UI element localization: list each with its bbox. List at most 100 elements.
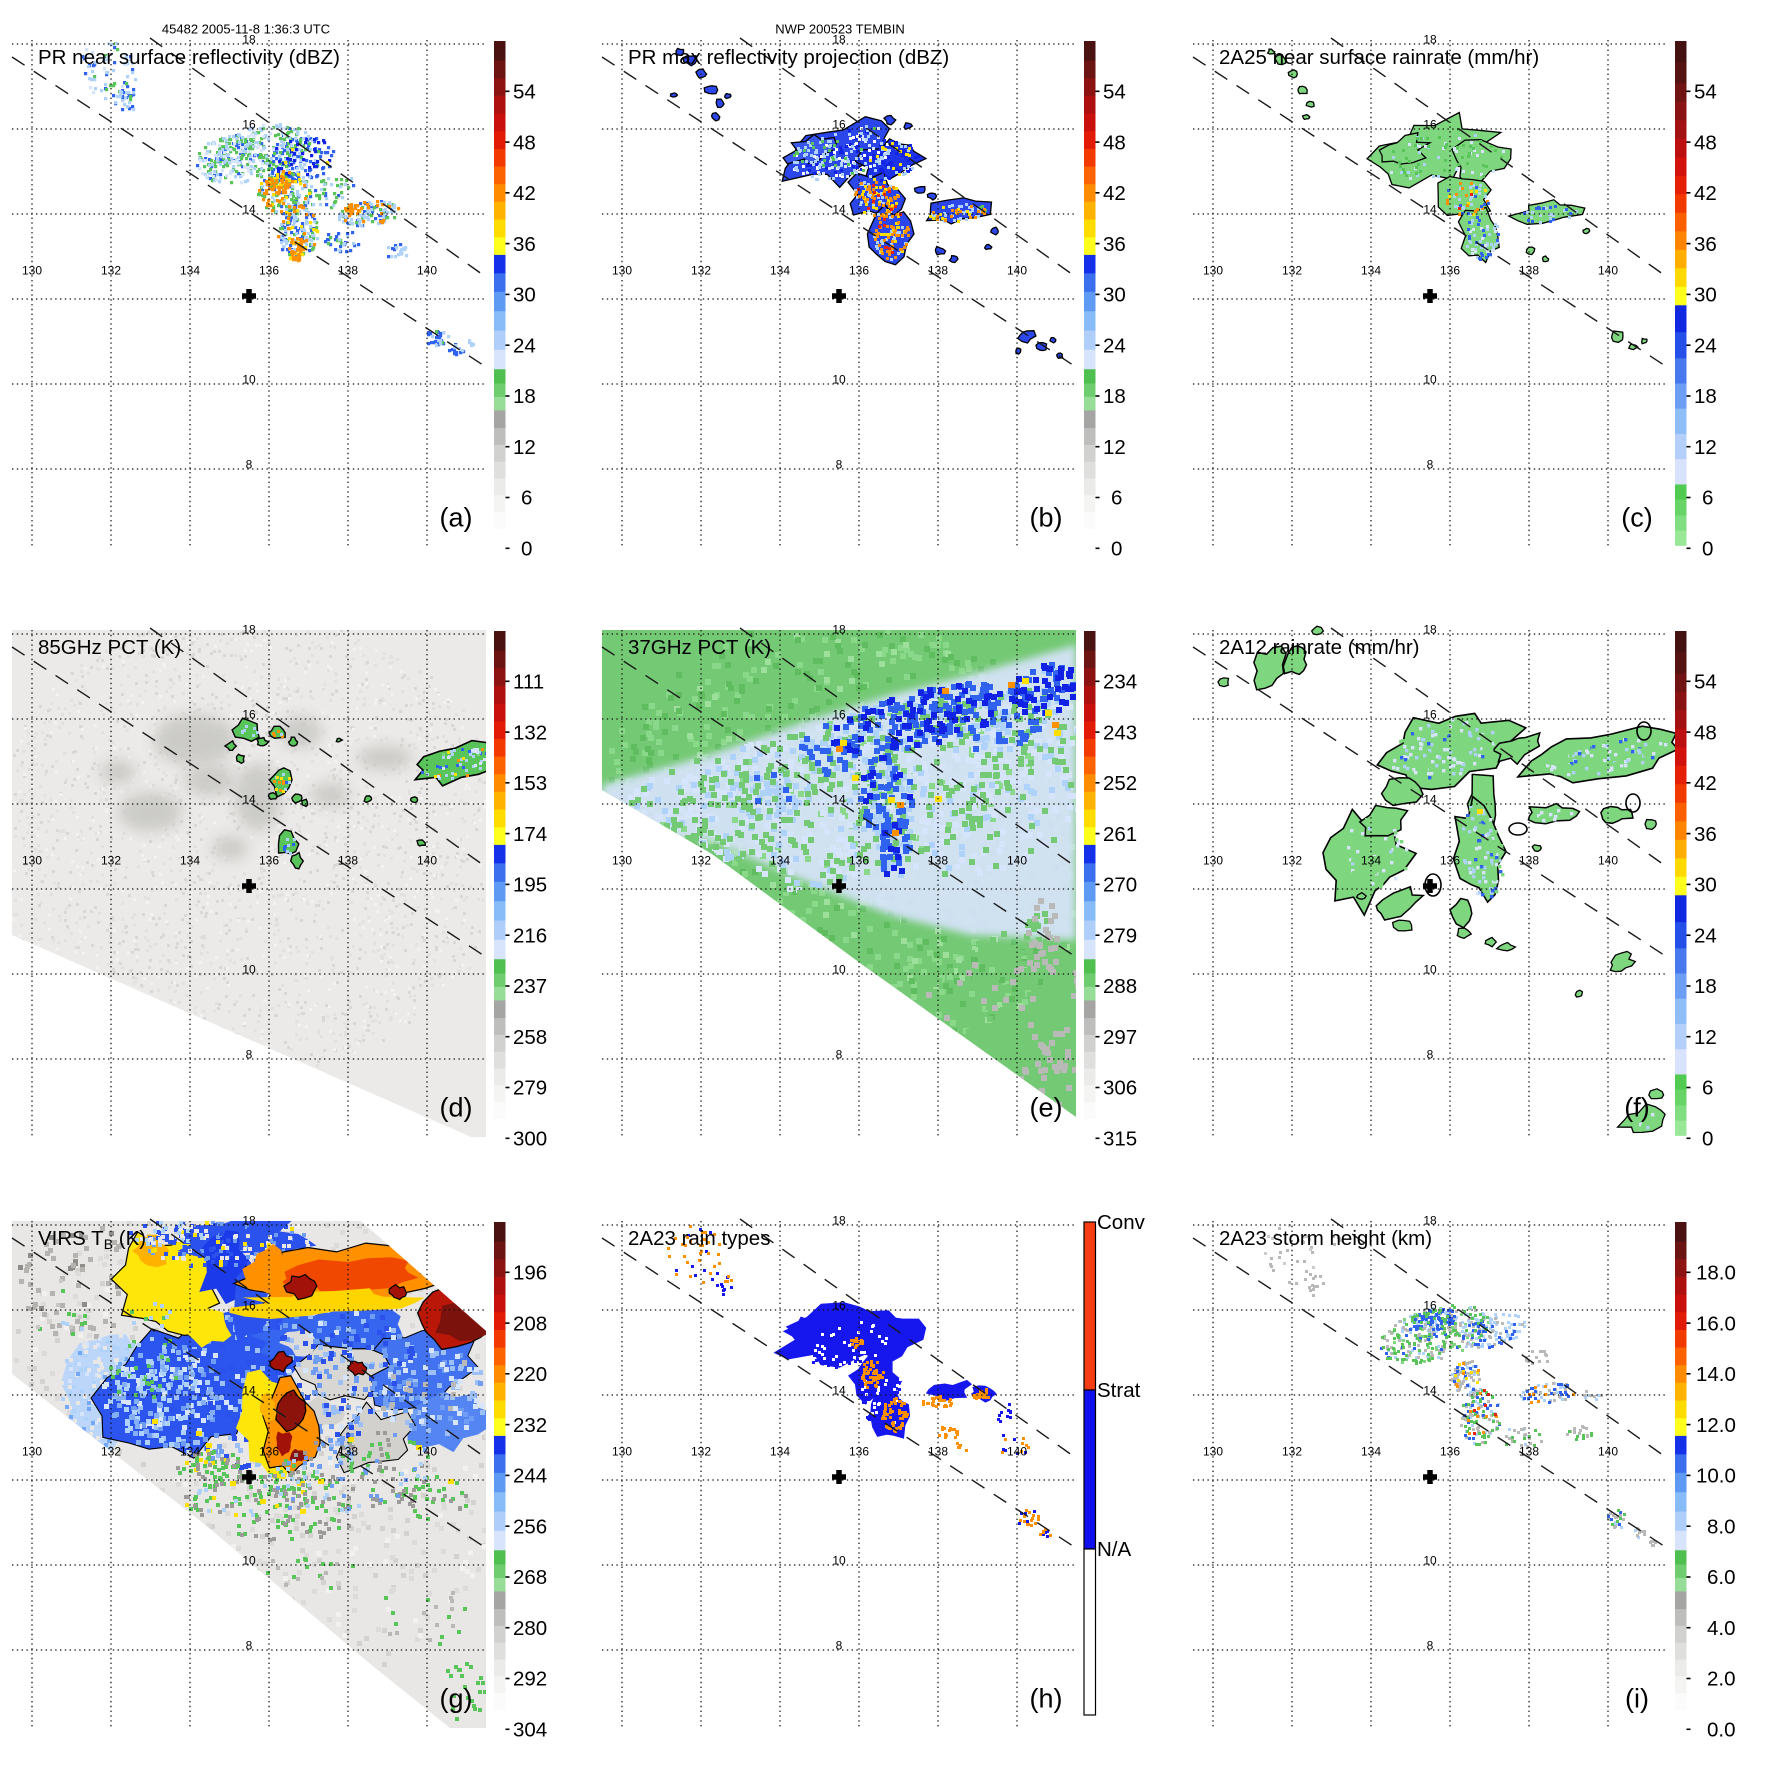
svg-text:0: 0 (1702, 538, 1713, 561)
svg-text:138: 138 (1519, 1444, 1539, 1458)
svg-text:8: 8 (836, 1048, 843, 1062)
svg-text:(i): (i) (1625, 1684, 1649, 1714)
svg-text:8: 8 (836, 458, 843, 472)
svg-text:48: 48 (513, 131, 536, 154)
svg-text:138: 138 (928, 853, 948, 867)
svg-text:140: 140 (1598, 853, 1618, 867)
svg-text:8: 8 (1427, 1639, 1434, 1653)
svg-text:48: 48 (1694, 131, 1717, 154)
svg-text:48: 48 (1694, 721, 1717, 744)
svg-text:243: 243 (1103, 721, 1137, 744)
svg-text:2A23 rain types: 2A23 rain types (628, 1227, 770, 1250)
svg-text:2A23 storm height (km): 2A23 storm height (km) (1219, 1227, 1432, 1250)
svg-text:(c): (c) (1621, 503, 1652, 533)
svg-text:134: 134 (770, 853, 790, 867)
svg-text:(e): (e) (1030, 1093, 1063, 1123)
svg-text:2A25 near surface rainrate (mm: 2A25 near surface rainrate (mm/hr) (1219, 46, 1539, 69)
svg-text:6.0: 6.0 (1707, 1566, 1736, 1589)
svg-text:132: 132 (101, 853, 121, 867)
svg-text:261: 261 (1103, 823, 1137, 846)
svg-text:134: 134 (770, 1444, 790, 1458)
svg-text:130: 130 (22, 263, 42, 277)
svg-text:2A12 rainrate (mm/hr): 2A12 rainrate (mm/hr) (1219, 636, 1420, 659)
svg-text:24: 24 (1694, 334, 1717, 357)
svg-text:16: 16 (242, 708, 256, 722)
svg-text:12: 12 (513, 436, 536, 459)
svg-text:Strat: Strat (1097, 1379, 1141, 1402)
svg-text:24: 24 (513, 334, 536, 357)
svg-text:280: 280 (513, 1617, 547, 1640)
svg-text:138: 138 (1519, 853, 1539, 867)
svg-text:0.0: 0.0 (1707, 1719, 1736, 1742)
svg-text:14: 14 (832, 203, 846, 217)
svg-text:132: 132 (1282, 263, 1302, 277)
svg-text:16: 16 (1423, 118, 1437, 132)
svg-text:10.0: 10.0 (1696, 1465, 1736, 1488)
svg-text:10: 10 (242, 1554, 256, 1568)
svg-text:132: 132 (101, 1444, 121, 1458)
svg-text:PR near surface reflectivity (: PR near surface reflectivity (dBZ) (38, 46, 340, 69)
svg-text:16: 16 (242, 118, 256, 132)
svg-text:NWP 200523 TEMBIN: NWP 200523 TEMBIN (775, 22, 905, 37)
svg-text:132: 132 (513, 721, 547, 744)
svg-text:(g): (g) (440, 1684, 473, 1714)
svg-text:136: 136 (259, 263, 279, 277)
svg-text:174: 174 (513, 823, 547, 846)
svg-text:18: 18 (513, 385, 536, 408)
svg-text:14: 14 (242, 793, 256, 807)
svg-text:132: 132 (1282, 853, 1302, 867)
svg-text:195: 195 (513, 874, 547, 897)
svg-text:8: 8 (1427, 1048, 1434, 1062)
svg-text:24: 24 (1103, 334, 1126, 357)
svg-text:136: 136 (849, 1444, 869, 1458)
svg-text:42: 42 (1694, 772, 1717, 795)
svg-text:(b): (b) (1030, 503, 1063, 533)
svg-text:18: 18 (832, 33, 846, 47)
svg-text:279: 279 (513, 1077, 547, 1100)
svg-text:256: 256 (513, 1515, 547, 1538)
svg-text:36: 36 (513, 233, 536, 256)
svg-text:220: 220 (513, 1363, 547, 1386)
svg-text:14: 14 (832, 793, 846, 807)
svg-text:130: 130 (1203, 263, 1223, 277)
svg-text:42: 42 (1103, 182, 1126, 205)
svg-text:132: 132 (691, 853, 711, 867)
svg-text:134: 134 (180, 1444, 200, 1458)
svg-text:6: 6 (1702, 1077, 1713, 1100)
svg-text:130: 130 (1203, 853, 1223, 867)
svg-text:138: 138 (928, 263, 948, 277)
svg-text:14: 14 (242, 203, 256, 217)
svg-text:10: 10 (832, 1554, 846, 1568)
svg-text:37GHz PCT (K): 37GHz PCT (K) (628, 636, 771, 659)
svg-text:288: 288 (1103, 975, 1137, 998)
svg-text:PR max reflectivity projection: PR max reflectivity projection (dBZ) (628, 46, 949, 69)
svg-text:18.0: 18.0 (1696, 1262, 1736, 1285)
svg-text:10: 10 (1423, 1554, 1437, 1568)
svg-text:138: 138 (338, 1444, 358, 1458)
svg-text:30: 30 (1103, 284, 1126, 307)
svg-text:136: 136 (1440, 263, 1460, 277)
svg-text:132: 132 (1282, 1444, 1302, 1458)
svg-text:16: 16 (832, 708, 846, 722)
svg-text:10: 10 (832, 963, 846, 977)
svg-text:2.0: 2.0 (1707, 1668, 1736, 1691)
svg-text:130: 130 (22, 1444, 42, 1458)
svg-text:138: 138 (1519, 263, 1539, 277)
svg-text:258: 258 (513, 1026, 547, 1049)
svg-text:232: 232 (513, 1414, 547, 1437)
svg-text:315: 315 (1103, 1128, 1137, 1151)
svg-text:12: 12 (1694, 436, 1717, 459)
svg-text:134: 134 (1361, 263, 1381, 277)
svg-text:134: 134 (1361, 853, 1381, 867)
svg-text:48: 48 (1103, 131, 1126, 154)
svg-text:134: 134 (180, 263, 200, 277)
svg-text:0: 0 (521, 538, 532, 561)
svg-text:140: 140 (417, 263, 437, 277)
svg-text:18: 18 (1423, 623, 1437, 637)
svg-text:136: 136 (849, 853, 869, 867)
svg-text:8: 8 (836, 1639, 843, 1653)
svg-text:8: 8 (246, 458, 253, 472)
svg-text:304: 304 (513, 1719, 547, 1742)
svg-text:252: 252 (1103, 772, 1137, 795)
svg-text:270: 270 (1103, 874, 1137, 897)
